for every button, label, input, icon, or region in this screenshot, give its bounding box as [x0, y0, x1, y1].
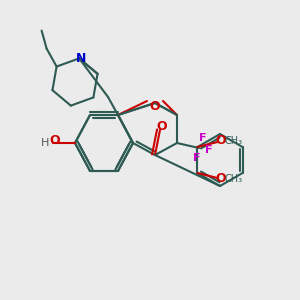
Text: F: F [193, 153, 201, 163]
Text: O: O [50, 134, 60, 148]
Text: O: O [157, 119, 167, 133]
Text: N: N [76, 52, 86, 65]
Text: F: F [199, 133, 207, 143]
Text: O: O [215, 172, 226, 185]
Text: F: F [205, 145, 213, 155]
Text: O: O [150, 100, 160, 112]
Text: O: O [215, 134, 226, 148]
Text: CH₃: CH₃ [224, 174, 242, 184]
Text: H: H [41, 138, 49, 148]
Text: CH₃: CH₃ [224, 136, 242, 146]
